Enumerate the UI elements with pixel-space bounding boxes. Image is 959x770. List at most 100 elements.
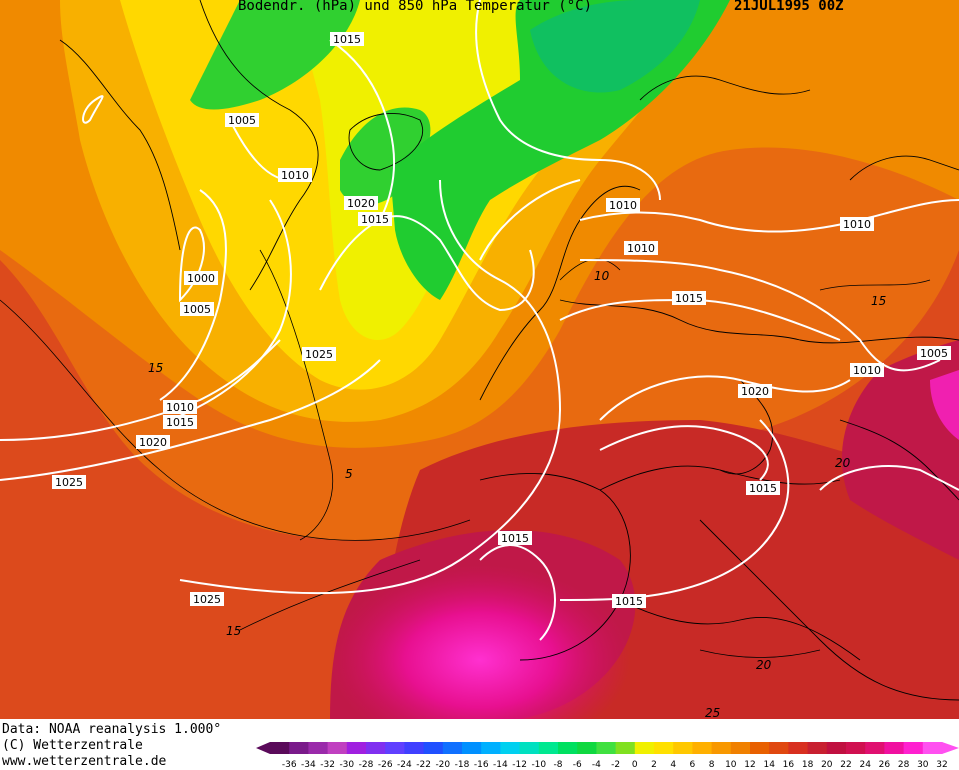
map-title: Bodendr. (hPa) und 850 hPa Temperatur (°… bbox=[238, 0, 593, 14]
legend-tick-label: 18 bbox=[802, 760, 814, 770]
svg-text:1010: 1010 bbox=[627, 242, 655, 255]
temperature-zone-cold-core bbox=[530, 0, 700, 93]
legend-swatch bbox=[884, 742, 905, 754]
isobar-label: 1025 bbox=[302, 347, 336, 361]
legend-swatch bbox=[558, 742, 578, 754]
temperature-zone-east-hot bbox=[930, 370, 959, 440]
legend-swatch bbox=[750, 742, 770, 754]
legend-tick-label: 12 bbox=[744, 760, 755, 770]
legend-arrow-right bbox=[942, 742, 959, 754]
svg-text:1010: 1010 bbox=[853, 364, 881, 377]
legend-swatch bbox=[846, 742, 866, 754]
isotherm-label: 25 bbox=[705, 706, 720, 719]
isobar-label: 1010 bbox=[624, 241, 658, 255]
isobar-label: 1025 bbox=[190, 592, 224, 606]
isotherm-label: 20 bbox=[756, 658, 772, 672]
legend-tick-label: 22 bbox=[840, 760, 851, 770]
coastlines bbox=[59, 0, 959, 701]
map-header: Bodendr. (hPa) und 850 hPa Temperatur (°… bbox=[0, 0, 959, 17]
legend-swatch bbox=[423, 742, 444, 754]
isotherm-label: 10 bbox=[594, 269, 610, 283]
legend-swatch bbox=[826, 742, 847, 754]
legend-swatch bbox=[404, 742, 425, 754]
isobar-label: 1025 bbox=[52, 475, 86, 489]
isobar-label: 1020 bbox=[344, 196, 378, 210]
legend-swatch bbox=[442, 742, 463, 754]
temperature-zone-east bbox=[841, 340, 959, 560]
isobar-label: 1000 bbox=[184, 271, 218, 285]
isobar-label: 1020 bbox=[136, 435, 170, 449]
legend-swatch bbox=[807, 742, 828, 754]
isobar-label: 1015 bbox=[358, 212, 392, 226]
weather-map: 1015 1005 1010 1020 1015 1000 1005 1025 … bbox=[0, 0, 959, 719]
legend-tick-label: 6 bbox=[690, 760, 696, 770]
svg-text:1015: 1015 bbox=[333, 33, 361, 46]
svg-text:1005: 1005 bbox=[183, 303, 211, 316]
legend-swatch bbox=[692, 742, 713, 754]
legend-swatch bbox=[366, 742, 386, 754]
credits-data-source: Data: NOAA reanalysis 1.000° bbox=[2, 722, 222, 737]
legend-swatch bbox=[308, 742, 329, 754]
legend-tick-label: -22 bbox=[416, 760, 431, 770]
legend-tick-label: 26 bbox=[879, 760, 891, 770]
legend-tick-label: -36 bbox=[282, 760, 297, 770]
legend-tick-label: -10 bbox=[531, 760, 546, 770]
legend-tick-label: 8 bbox=[709, 760, 715, 770]
isobar-label: 1015 bbox=[163, 415, 197, 429]
svg-text:1025: 1025 bbox=[55, 476, 83, 489]
isobar-label: 1005 bbox=[180, 302, 214, 316]
isobar-label: 1010 bbox=[840, 217, 874, 231]
legend-swatch bbox=[922, 742, 943, 754]
svg-text:1025: 1025 bbox=[193, 593, 221, 606]
isotherm-label: 15 bbox=[148, 361, 163, 375]
legend-arrow-left bbox=[256, 742, 270, 754]
legend-swatch bbox=[500, 742, 521, 754]
svg-text:1010: 1010 bbox=[166, 401, 194, 414]
isobar-label: 1015 bbox=[746, 481, 780, 495]
legend-tick-label: 14 bbox=[763, 760, 775, 770]
svg-text:1010: 1010 bbox=[843, 218, 871, 231]
legend-tick-label: -32 bbox=[320, 760, 335, 770]
legend-swatch bbox=[289, 742, 309, 754]
svg-text:1005: 1005 bbox=[920, 347, 948, 360]
isobar-label: 1015 bbox=[330, 32, 364, 46]
svg-text:1015: 1015 bbox=[501, 532, 529, 545]
isobar-label: 1005 bbox=[225, 113, 259, 127]
credits-copyright: (C) Wetterzentrale bbox=[2, 738, 143, 753]
temperature-zone-cold-greenland bbox=[190, 0, 360, 110]
legend-tick-label: 16 bbox=[783, 760, 795, 770]
legend-swatch bbox=[615, 742, 636, 754]
isobar-label: 1010 bbox=[278, 168, 312, 182]
legend-tick-label: -34 bbox=[301, 760, 316, 770]
isobar-label: 1010 bbox=[163, 400, 197, 414]
svg-text:1015: 1015 bbox=[361, 213, 389, 226]
legend-swatch bbox=[462, 742, 482, 754]
svg-text:1015: 1015 bbox=[166, 416, 194, 429]
legend-tick-label: -2 bbox=[611, 760, 620, 770]
legend-swatch bbox=[270, 742, 290, 754]
legend-tick-label: -16 bbox=[474, 760, 489, 770]
svg-text:1015: 1015 bbox=[615, 595, 643, 608]
isotherm-labels: 15 5 15 10 15 20 20 25 bbox=[148, 269, 886, 719]
legend-tick-label: -14 bbox=[493, 760, 508, 770]
svg-text:1010: 1010 bbox=[609, 199, 637, 212]
legend-swatch bbox=[730, 742, 751, 754]
legend-tick-label: -18 bbox=[455, 760, 470, 770]
legend-tick-label: 4 bbox=[670, 760, 676, 770]
legend-tick-label: -8 bbox=[554, 760, 563, 770]
isotherm-label: 15 bbox=[871, 294, 886, 308]
isobar-label: 1020 bbox=[738, 384, 772, 398]
legend-tick-label: -12 bbox=[512, 760, 527, 770]
legend-tick-label: -26 bbox=[378, 760, 393, 770]
legend-tick-label: -24 bbox=[397, 760, 412, 770]
legend-tick-label: -20 bbox=[435, 760, 450, 770]
isotherm-label: 5 bbox=[345, 467, 353, 481]
legend-tick-label: 24 bbox=[859, 760, 871, 770]
svg-text:1020: 1020 bbox=[347, 197, 375, 210]
legend-tick-label: -30 bbox=[339, 760, 354, 770]
legend-swatch bbox=[903, 742, 924, 754]
svg-text:1020: 1020 bbox=[139, 436, 167, 449]
legend-swatch bbox=[673, 742, 693, 754]
credits: Data: NOAA reanalysis 1.000° (C) Wetterz… bbox=[2, 722, 221, 770]
isobar-label: 1010 bbox=[850, 363, 884, 377]
